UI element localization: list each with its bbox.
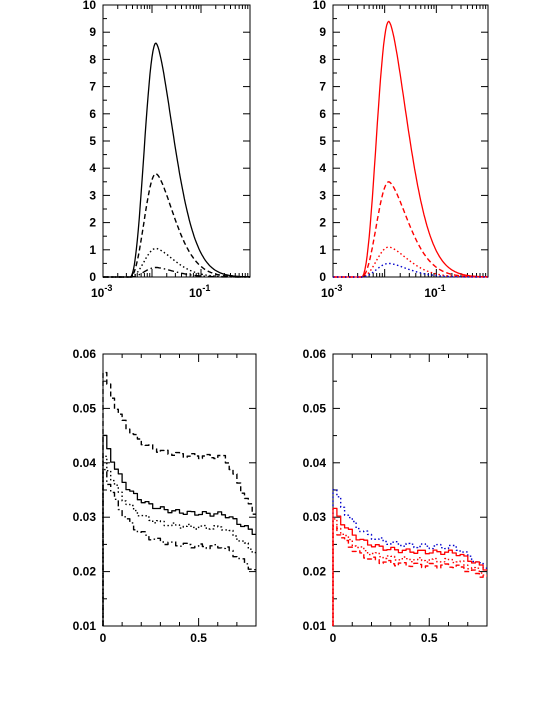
series-line [333, 20, 488, 278]
panel-d: 0.01 0.02 0.03 0.04 0.05 0.06 0 0.5 [303, 347, 488, 645]
y-tick-label: 10 [83, 0, 97, 12]
series-line [102, 468, 256, 626]
y-tick-label: 8 [319, 52, 326, 66]
y-tick-label: 5 [319, 134, 326, 148]
y-tick-label: 0.03 [73, 510, 97, 524]
panel-c: 0.01 0.02 0.03 0.04 0.05 0.06 0 0.5 [73, 347, 257, 645]
y-tick-label: 1 [319, 243, 326, 257]
series-line [102, 434, 256, 626]
y-tick-label: 0 [319, 270, 326, 284]
y-tick-label: 4 [319, 161, 326, 175]
x-tick-label: 10-3 [321, 283, 342, 300]
y-tick-label: 0.03 [303, 510, 327, 524]
y-tick-label: 0.05 [303, 401, 327, 415]
y-tick-label: 6 [89, 107, 96, 121]
y-tick-label: 8 [89, 52, 96, 66]
series-line [332, 525, 487, 626]
y-tick-label: 0.04 [303, 456, 327, 470]
y-tick-label: 3 [319, 188, 326, 202]
x-tick-label-exp: -3 [334, 283, 342, 293]
series-line [103, 172, 250, 278]
series-line [103, 247, 250, 278]
y-tick-label: 0.02 [303, 565, 327, 579]
series-line [333, 246, 488, 278]
series-line [102, 455, 256, 626]
y-tick-label: 0.04 [73, 456, 97, 470]
y-tick-label: 0.05 [73, 401, 97, 415]
y-tick-label: 4 [89, 161, 96, 175]
x-tick-label: 0.5 [421, 631, 438, 645]
y-tick-label: 7 [319, 80, 326, 94]
y-tick-label: 2 [89, 216, 96, 230]
series-line [332, 507, 487, 626]
x-tick-label: 0.5 [190, 631, 207, 645]
series-line [333, 181, 488, 278]
series-line [332, 489, 487, 626]
panel-a-frame [102, 4, 251, 278]
series-line [102, 371, 256, 626]
x-tick-label: 10-1 [424, 283, 445, 300]
y-tick-label: 9 [89, 25, 96, 39]
series-line [332, 518, 487, 626]
y-tick-label: 10 [313, 0, 327, 12]
y-tick-label: 0.06 [303, 347, 327, 361]
x-tick-label: 0 [100, 631, 107, 645]
panel-d-frame [332, 353, 488, 627]
x-tick-label-base: 10 [189, 286, 203, 300]
x-tick-label-exp: -3 [104, 283, 112, 293]
series-line [103, 42, 251, 278]
x-tick-label: 10-3 [91, 283, 112, 300]
y-tick-label: 5 [89, 134, 96, 148]
y-tick-label: 3 [89, 188, 96, 202]
y-tick-label: 0 [89, 270, 96, 284]
y-tick-label: 0.01 [303, 619, 327, 633]
y-tick-label: 7 [89, 80, 96, 94]
y-tick-label: 0.02 [73, 565, 97, 579]
x-tick-label-exp: -1 [438, 283, 446, 293]
y-tick-label: 0.06 [73, 347, 97, 361]
y-tick-label: 0.01 [73, 619, 97, 633]
x-tick-label: 0 [330, 631, 337, 645]
y-tick-label: 9 [319, 25, 326, 39]
y-tick-label: 2 [319, 216, 326, 230]
x-tick-label-base: 10 [424, 286, 438, 300]
x-tick-label-base: 10 [321, 286, 335, 300]
x-tick-label: 10-1 [189, 283, 210, 300]
x-tick-label-exp: -1 [202, 283, 210, 293]
x-tick-label-base: 10 [91, 286, 105, 300]
series-line [103, 266, 250, 278]
y-tick-label: 1 [89, 243, 96, 257]
y-tick-label: 6 [319, 107, 326, 121]
